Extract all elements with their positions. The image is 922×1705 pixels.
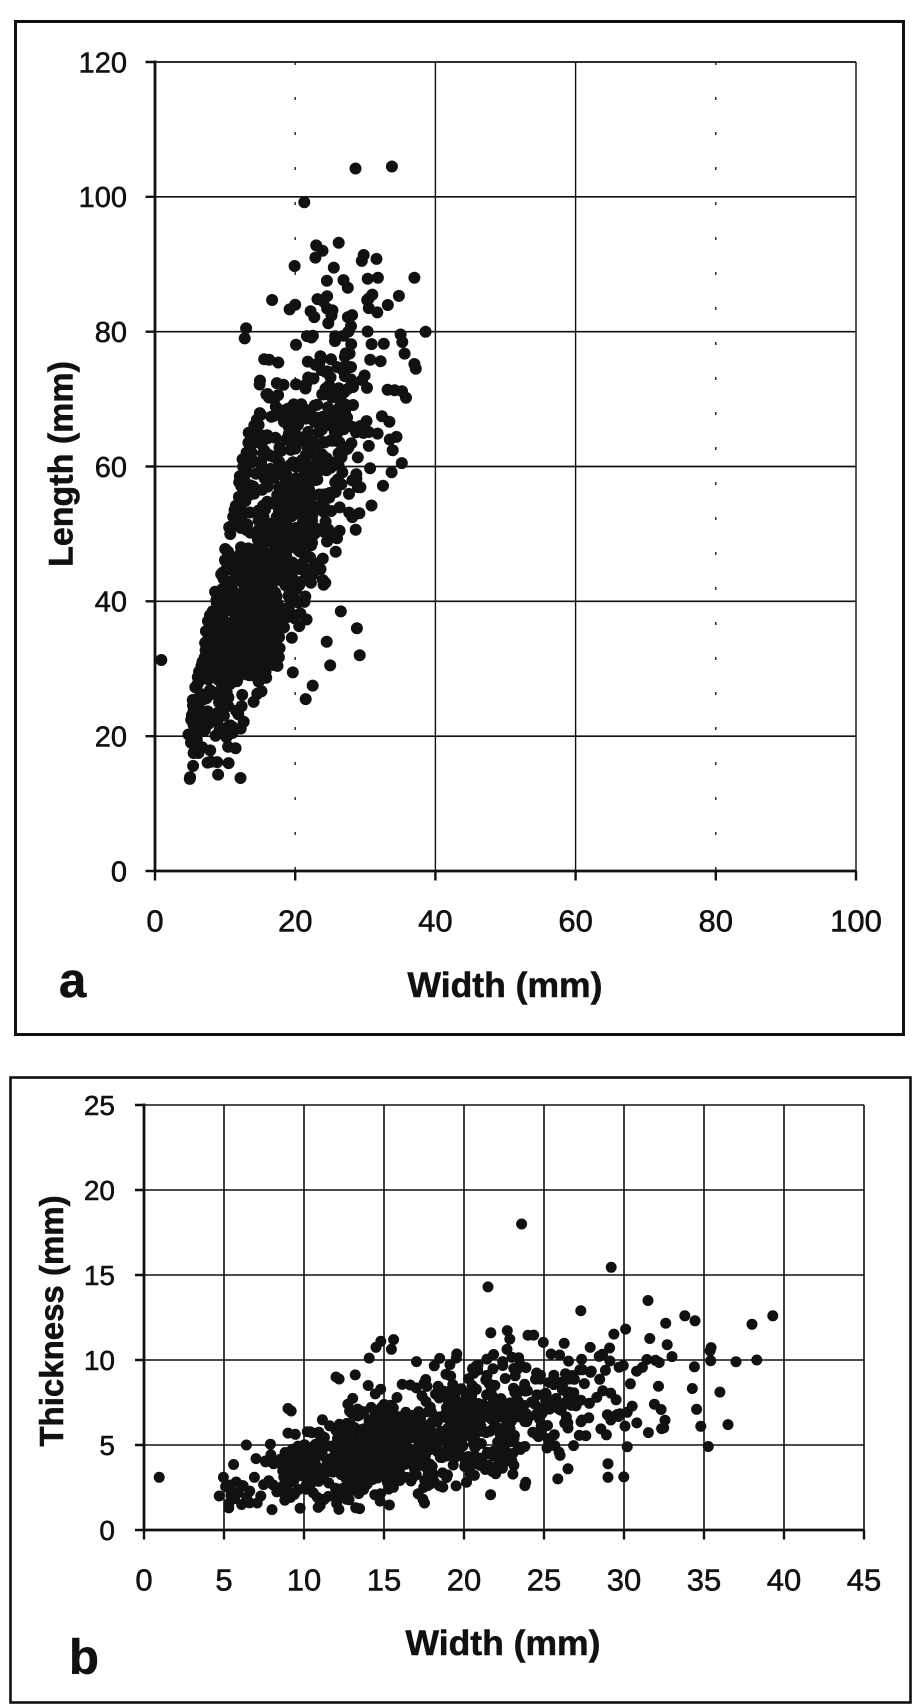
svg-text:40: 40 (95, 587, 127, 619)
svg-text:80: 80 (95, 317, 127, 349)
svg-text:5: 5 (215, 1563, 232, 1598)
svg-text:100: 100 (79, 182, 127, 214)
svg-text:a: a (59, 954, 87, 1008)
svg-text:20: 20 (447, 1563, 481, 1598)
svg-text:0: 0 (99, 1515, 115, 1546)
svg-text:60: 60 (558, 904, 592, 939)
svg-text:b: b (69, 1631, 99, 1685)
svg-text:15: 15 (84, 1260, 115, 1291)
svg-text:60: 60 (95, 452, 127, 484)
svg-text:40: 40 (418, 904, 452, 939)
svg-text:80: 80 (699, 904, 733, 939)
svg-text:0: 0 (146, 904, 163, 939)
svg-text:20: 20 (84, 1175, 115, 1206)
svg-text:100: 100 (830, 904, 882, 939)
svg-text:Width (mm): Width (mm) (408, 965, 603, 1005)
svg-text:5: 5 (99, 1430, 115, 1461)
svg-text:0: 0 (135, 1563, 152, 1598)
svg-text:Thickness (mm): Thickness (mm) (33, 1195, 70, 1446)
svg-text:Width (mm): Width (mm) (406, 1623, 601, 1663)
svg-text:120: 120 (79, 47, 127, 79)
svg-text:25: 25 (527, 1563, 561, 1598)
svg-text:20: 20 (278, 904, 312, 939)
svg-text:0: 0 (111, 856, 127, 888)
svg-text:25: 25 (84, 1090, 115, 1121)
svg-text:35: 35 (687, 1563, 721, 1598)
svg-text:10: 10 (287, 1563, 321, 1598)
svg-text:10: 10 (84, 1345, 115, 1376)
svg-text:15: 15 (367, 1563, 401, 1598)
svg-text:40: 40 (767, 1563, 801, 1598)
svg-text:20: 20 (95, 722, 127, 754)
svg-text:45: 45 (847, 1563, 881, 1598)
svg-text:Length (mm): Length (mm) (43, 361, 81, 567)
svg-text:30: 30 (607, 1563, 641, 1598)
